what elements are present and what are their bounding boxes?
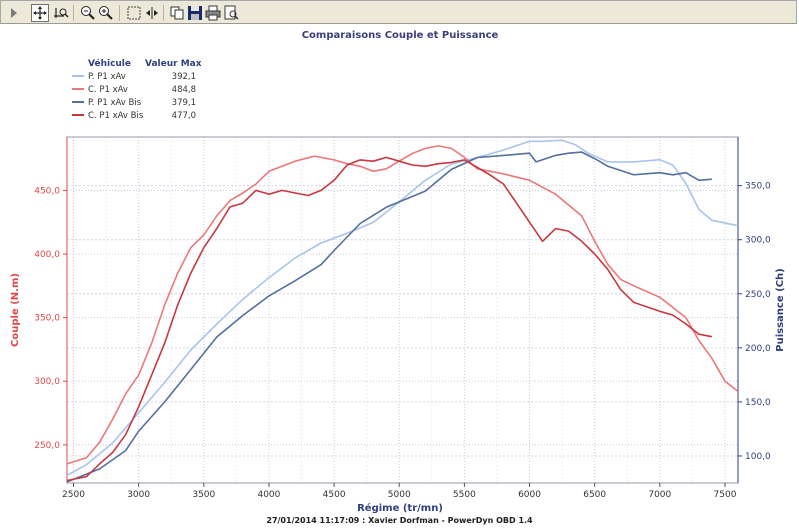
series-line-1: [66, 139, 739, 477]
puissance-tick-label: 250,0: [745, 290, 771, 300]
zoom-in-icon[interactable]: [97, 4, 115, 22]
x-tick-label: 2500: [62, 490, 85, 500]
legend-header-max: Valeur Max: [145, 59, 202, 69]
couple-tick-label: 350,0: [34, 314, 60, 324]
legend-max-value: 477,0: [172, 111, 196, 121]
legend-max-value: 379,1: [172, 98, 196, 108]
legend-max-value: 484,8: [172, 85, 196, 95]
couple-tick-label: 250,0: [34, 441, 60, 451]
fit-width-icon[interactable]: [143, 4, 161, 22]
series-line-3: [66, 151, 712, 483]
x-tick-label: 5000: [388, 490, 411, 500]
chart-canvas: 2500 3000 3500 4000 4500 5000 5500 6000 6500 7000…: [10, 30, 786, 513]
plot-frame: [66, 136, 739, 484]
legend-entry: C. P1 xAv 484,8: [72, 85, 196, 95]
legend-label: P. P1 xAv Bis: [88, 98, 142, 108]
x-tick-label: 4000: [257, 490, 280, 500]
puissance-axis-title: Puissance (Ch): [775, 268, 786, 351]
x-tick-label: 6500: [583, 490, 606, 500]
couple-tick-label: 400,0: [34, 250, 60, 260]
grid: [67, 137, 738, 483]
puissance-tick-label: 200,0: [745, 344, 771, 354]
print-preview-icon[interactable]: [222, 4, 240, 22]
legend-entry: C. P1 xAv Bis 477,0: [72, 111, 196, 121]
x-tick-label: 7000: [648, 490, 671, 500]
x-axis-title: Régime (tr/mn): [357, 502, 443, 513]
x-tick-label: 3000: [127, 490, 150, 500]
series-group: [66, 139, 739, 483]
x-tick-label: 5500: [453, 490, 476, 500]
legend-label: C. P1 xAv Bis: [88, 111, 144, 121]
puissance-tick-label: 300,0: [745, 236, 771, 246]
x-tick-label: 6000: [518, 490, 541, 500]
print-icon[interactable]: [204, 4, 222, 22]
couple-axis-title: Couple (N.m): [10, 273, 21, 347]
puissance-tick-label: 350,0: [745, 182, 771, 192]
x-tick-label: 3500: [192, 490, 215, 500]
legend-header-vehicle: Véhicule: [88, 58, 131, 69]
footer-status: 27/01/2014 11:17:09 : Xavier Dorfman - P…: [266, 516, 533, 525]
chart-toolbar: [0, 0, 797, 24]
couple-tick-label: 450,0: [34, 186, 60, 196]
legend-label: P. P1 xAv: [88, 72, 126, 82]
chart-title: Comparaisons Couple et Puissance: [302, 30, 499, 41]
legend-entry: P. P1 xAv 392,1: [72, 72, 196, 82]
copy-icon[interactable]: [168, 4, 186, 22]
x-tick-label: 4500: [323, 490, 346, 500]
legend-entry: P. P1 xAv Bis 379,1: [72, 98, 196, 108]
x-tick-label: 7500: [714, 490, 737, 500]
series-line-4: [66, 156, 713, 482]
puissance-tick-label: 100,0: [745, 452, 771, 462]
legend-max-value: 392,1: [172, 72, 196, 82]
couple-tick-label: 300,0: [34, 377, 60, 387]
legend-label: C. P1 xAv: [88, 85, 128, 95]
zoom-out-icon[interactable]: [79, 4, 97, 22]
pan-icon[interactable]: [31, 4, 49, 22]
select-rect-icon[interactable]: [125, 4, 143, 22]
tick-labels: 2500 3000 3500 4000 4500 5000 5500 6000 6500 7000…: [34, 182, 771, 500]
puissance-tick-label: 150,0: [745, 398, 771, 408]
series-line-2: [66, 145, 739, 465]
zoom-axis-icon[interactable]: [52, 4, 70, 22]
play-icon[interactable]: [5, 4, 23, 22]
save-icon[interactable]: [186, 4, 204, 22]
legend: Véhicule Valeur Max P. P1 xAv 392,1 C. P1 …: [72, 58, 202, 121]
